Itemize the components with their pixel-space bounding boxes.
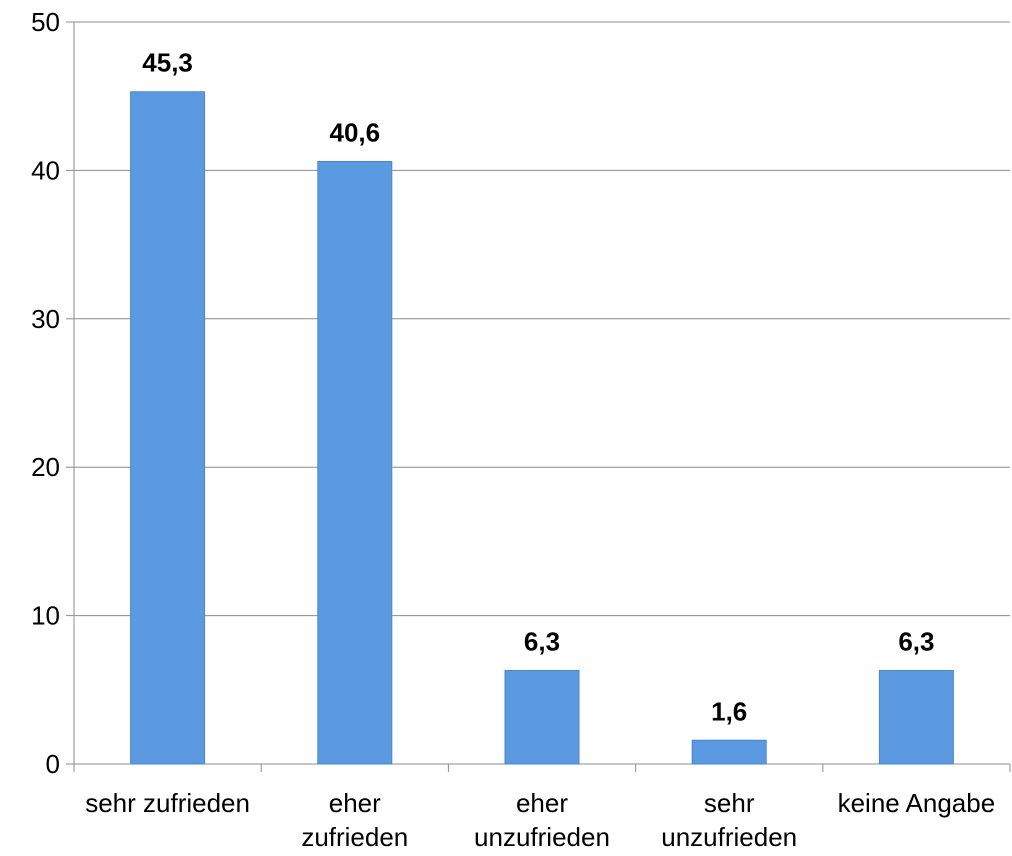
x-category-label: sehr unzufrieden — [661, 788, 797, 852]
y-tick-label: 50 — [31, 7, 60, 37]
bar — [317, 160, 393, 765]
data-label: 6,3 — [898, 627, 934, 657]
bar — [691, 739, 767, 765]
data-label: 1,6 — [711, 696, 747, 726]
bar — [504, 670, 580, 765]
y-axis-ticks: 0 10 20 30 40 50 — [31, 7, 74, 779]
bars — [130, 91, 954, 765]
y-tick-label: 0 — [46, 749, 60, 779]
x-category-label: eher zufrieden — [301, 788, 408, 852]
y-tick-label: 40 — [31, 155, 60, 185]
bar — [878, 670, 954, 765]
data-label: 45,3 — [142, 48, 193, 78]
x-category-label: keine Angabe — [838, 788, 996, 818]
gridlines — [74, 21, 1010, 617]
y-tick-label: 10 — [31, 601, 60, 631]
axes — [73, 22, 1011, 772]
data-label: 6,3 — [524, 627, 560, 657]
y-tick-label: 30 — [31, 304, 60, 334]
x-category-label: eher unzufrieden — [474, 788, 610, 852]
x-axis-categories: sehr zufrieden eher zufrieden eher unzufried… — [85, 788, 995, 852]
x-category-label: sehr zufrieden — [85, 788, 250, 818]
bar — [130, 91, 206, 765]
data-label: 40,6 — [329, 117, 380, 147]
y-tick-label: 20 — [31, 452, 60, 482]
data-labels: 45,3 40,6 6,3 1,6 6,3 — [142, 48, 934, 727]
